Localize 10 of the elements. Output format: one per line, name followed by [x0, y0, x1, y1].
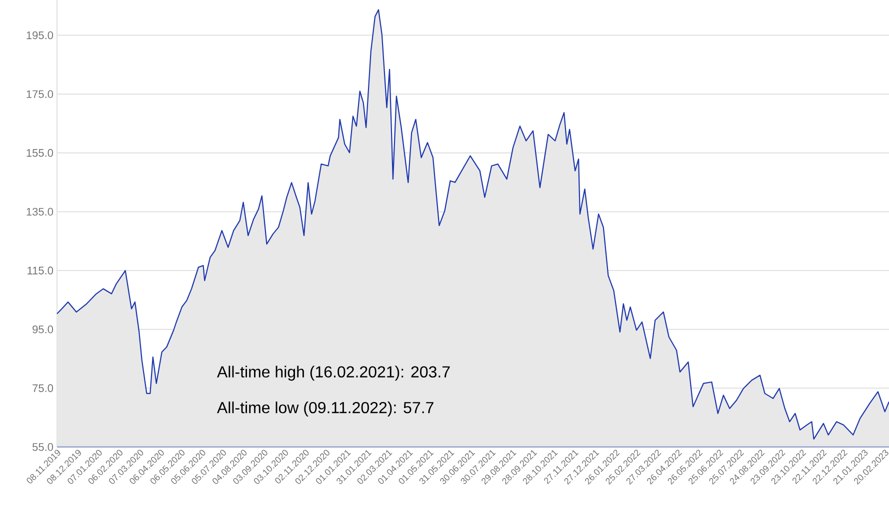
- y-tick-label: 75.0: [32, 384, 54, 392]
- y-tick-label: 55.0: [32, 443, 54, 451]
- y-tick-label: 95.0: [32, 325, 54, 334]
- y-tick-label: 115.0: [28, 266, 54, 274]
- y-tick-label: 135.0: [26, 208, 54, 216]
- y-tick-label: 175.0: [26, 90, 54, 98]
- y-tick-label: 155.0: [26, 149, 54, 157]
- y-tick-label: 195.0: [26, 31, 54, 40]
- annotation: All-time high (16.02.2021): 203.7: [216, 366, 450, 381]
- annotation: All-time low (09.11.2022): 57.7: [216, 402, 434, 416]
